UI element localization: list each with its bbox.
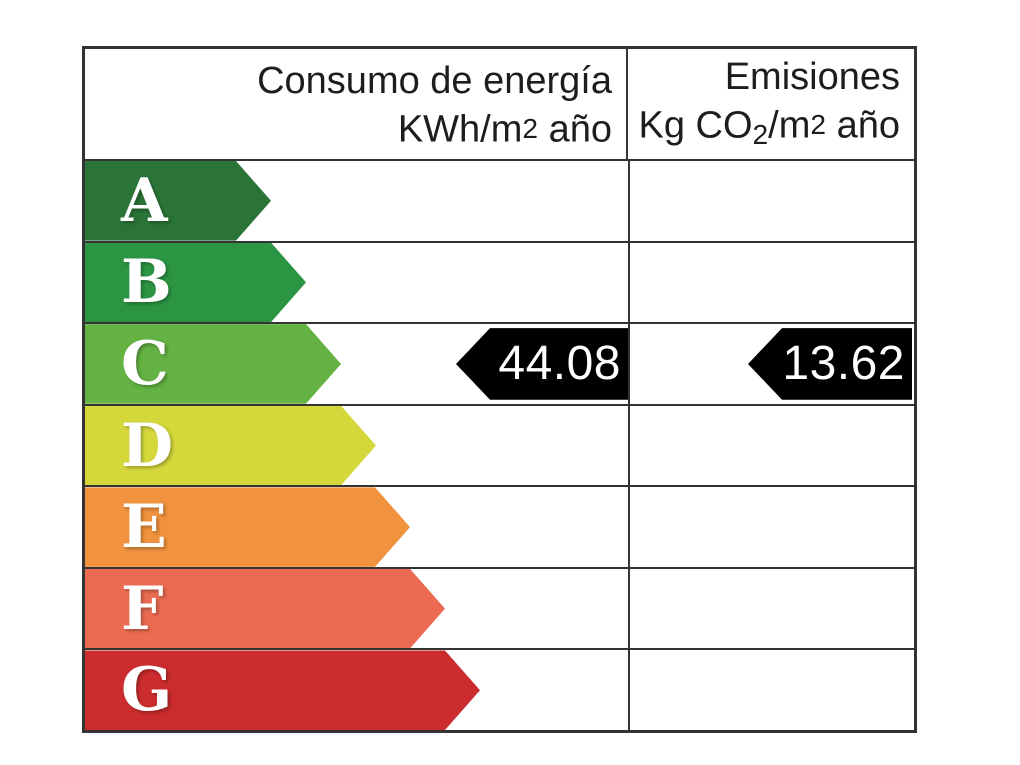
- rating-band-arrow-icon: F: [85, 569, 445, 649]
- consumption-header-line1: Consumo de energía: [257, 60, 612, 103]
- table-header: Consumo de energía KWh/m2 año Emisiones …: [85, 49, 914, 161]
- consumption-header-line2: KWh/m2 año: [397, 108, 612, 151]
- rating-letter: B: [121, 247, 172, 318]
- rating-band-arrow-icon: C: [85, 324, 341, 404]
- rating-row: A 44.08 13.62: [85, 161, 914, 243]
- consumption-value: 44.08: [498, 336, 621, 390]
- rating-letter: F: [121, 573, 164, 644]
- emissions-header-line2: Kg CO2/m2 año: [638, 104, 900, 151]
- rating-row: G 44.08 13.62: [85, 650, 914, 730]
- emissions-header-line1: Emisiones: [724, 55, 900, 98]
- rating-band-arrow-icon: A: [85, 161, 271, 241]
- rating-letter: G: [121, 655, 173, 726]
- energy-rating-table: Consumo de energía KWh/m2 año Emisiones …: [82, 46, 917, 733]
- rating-row: D 44.08 13.62: [85, 406, 914, 488]
- rating-letter: C: [121, 328, 169, 399]
- emissions-value-arrow-icon: 13.62: [748, 328, 912, 400]
- rating-row: F 44.08 13.62: [85, 569, 914, 651]
- rating-row: C 44.08 13.62: [85, 324, 914, 406]
- rating-band-arrow-icon: D: [85, 406, 376, 486]
- emissions-value: 13.62: [782, 336, 905, 390]
- rating-band-arrow-icon: B: [85, 243, 306, 323]
- consumption-header: Consumo de energía KWh/m2 año: [85, 49, 628, 159]
- emissions-unit-exponent: 2: [810, 108, 827, 140]
- rating-band-arrow-icon: E: [85, 487, 410, 567]
- consumption-unit-exponent: 2: [522, 113, 539, 145]
- emissions-header: Emisiones Kg CO2/m2 año: [628, 49, 914, 159]
- rating-rows: A 44.08 13.62 B 44.08 13.62 C 44.08 13.6…: [85, 161, 914, 730]
- emissions-co2-subscript: 2: [752, 119, 769, 151]
- rating-row: B 44.08 13.62: [85, 243, 914, 325]
- rating-row: E 44.08 13.62: [85, 487, 914, 569]
- rating-letter: D: [121, 410, 174, 481]
- consumption-value-arrow-icon: 44.08: [456, 328, 628, 400]
- rating-letter: E: [121, 492, 167, 563]
- column-divider: [628, 161, 630, 730]
- rating-letter: A: [121, 165, 168, 236]
- rating-band-arrow-icon: G: [85, 650, 480, 730]
